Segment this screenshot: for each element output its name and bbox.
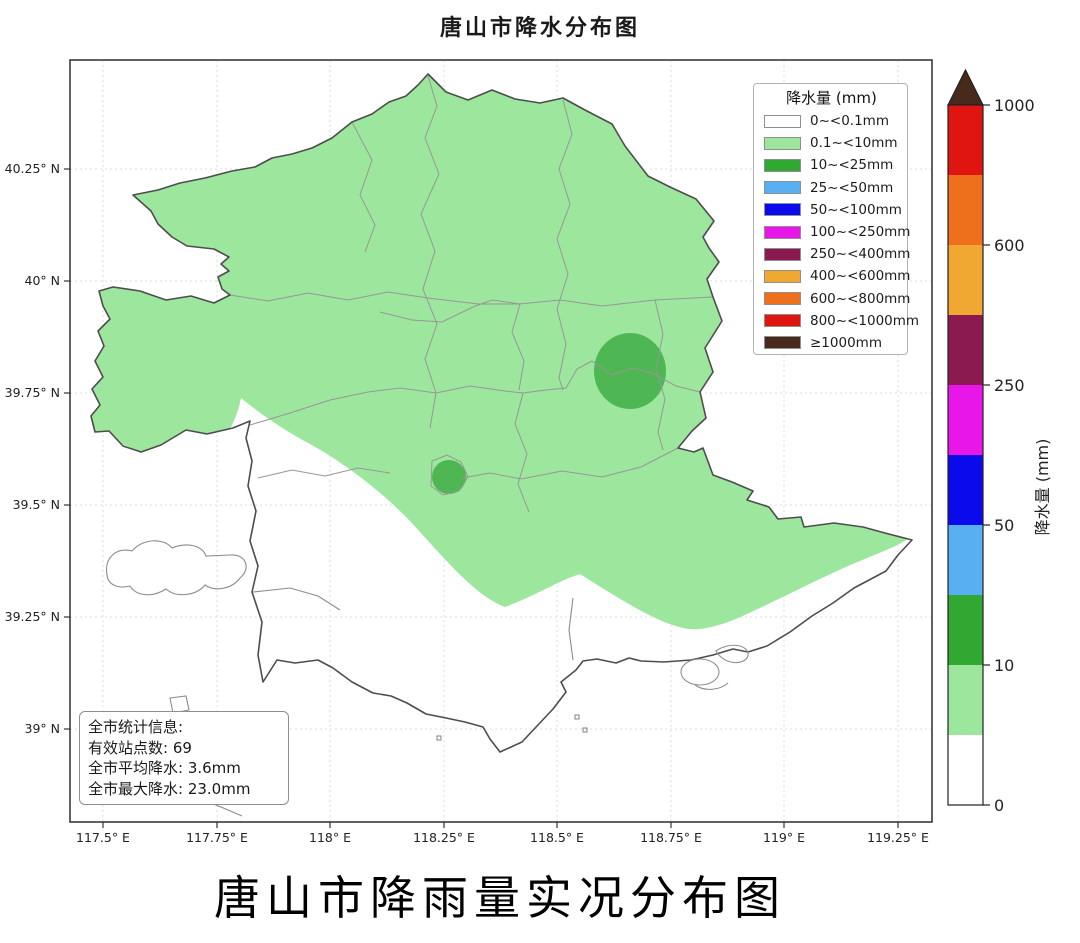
colorbar-tick-label: 50 — [994, 516, 1014, 535]
y-tick-label: 39° N — [25, 721, 60, 736]
y-tick-label: 39.25° N — [5, 609, 60, 624]
legend-label: 0.1~<10mm — [810, 135, 898, 152]
legend-swatch — [764, 314, 801, 328]
legend-item: ≥1000mm — [764, 332, 899, 354]
colorbar-frame — [947, 104, 984, 806]
colorbar-segment — [948, 455, 983, 525]
axis-tick-marks — [64, 168, 899, 828]
legend-item: 0.1~<10mm — [764, 132, 899, 154]
colorbar-segment — [948, 105, 983, 175]
colorbar-tick-label: 600 — [994, 236, 1025, 255]
colorbar-segment — [948, 525, 983, 595]
x-tick-label: 118.75° E — [640, 830, 702, 845]
colorbar-segment — [948, 175, 983, 245]
legend-label: 100~<250mm — [810, 224, 911, 241]
legend-item: 400~<600mm — [764, 265, 910, 287]
legend-label: 10~<25mm — [810, 157, 894, 174]
legend-swatch — [764, 292, 801, 306]
figure-title: 唐山市降水分布图 — [439, 16, 640, 41]
colorbar-tick-label: 1000 — [994, 96, 1035, 115]
city-boundary — [90, 73, 913, 753]
colorbar-segment — [948, 595, 983, 665]
colorbar-segment — [948, 385, 983, 455]
colorbar-tick-labels: 1000 600 250 50 10 0 — [994, 96, 1035, 815]
legend-box: 降水量 (mm) 0~<0.1mm 0.1~<10mm 10~<25mm 25~… — [753, 83, 919, 355]
legend-swatch — [764, 269, 801, 283]
x-tick-label: 118.25° E — [413, 830, 475, 845]
colorbar-segment — [948, 245, 983, 315]
precip-moderate-blob-small — [432, 460, 466, 494]
x-tick-label: 118° E — [309, 830, 351, 845]
colorbar-segment — [948, 735, 983, 805]
colorbar-segment — [948, 315, 983, 385]
x-tick-label: 117.75° E — [186, 830, 248, 845]
stats-line: 全市统计信息: — [88, 718, 184, 736]
y-tick-label: 40° N — [25, 273, 60, 288]
legend-item: 250~<400mm — [764, 243, 910, 265]
colorbar-tick-label: 250 — [994, 376, 1025, 395]
county-boundaries — [229, 75, 714, 513]
legend-swatch — [764, 136, 801, 150]
legend-item: 100~<250mm — [764, 221, 910, 243]
legend-label: ≥1000mm — [810, 334, 882, 351]
x-axis-labels: 117.5° E 117.75° E 118° E 118.25° E 118.… — [76, 830, 929, 845]
legend-label: 800~<1000mm — [810, 312, 920, 329]
colorbar-tick-label: 10 — [994, 656, 1014, 675]
legend-label: 400~<600mm — [810, 268, 911, 285]
stats-line: 全市平均降水: 3.6mm — [88, 759, 241, 777]
colorbar-tick-marks — [983, 104, 990, 806]
x-tick-label: 119° E — [763, 830, 805, 845]
plot-border — [69, 59, 933, 823]
x-tick-label: 118.5° E — [530, 830, 584, 845]
colorbar-segment — [948, 665, 983, 735]
y-tick-label: 40.25° N — [5, 161, 60, 176]
stats-line: 有效站点数: 69 — [88, 738, 192, 757]
legend-label: 0~<0.1mm — [810, 113, 889, 130]
legend-swatch — [764, 336, 801, 350]
x-tick-label: 117.5° E — [76, 830, 130, 845]
precip-moderate-blob-large — [594, 333, 666, 409]
legend-swatch — [764, 114, 801, 128]
legend-label: 600~<800mm — [810, 290, 911, 307]
legend-label: 250~<400mm — [810, 246, 911, 263]
legend-swatch — [764, 203, 801, 217]
legend-item: 50~<100mm — [764, 199, 902, 221]
legend-swatch — [764, 247, 801, 261]
legend-label: 25~<50mm — [810, 179, 894, 196]
legend-item: 25~<50mm — [764, 177, 899, 199]
figure-caption: 唐山市降雨量实况分布图 — [214, 871, 786, 925]
legend-item: 600~<800mm — [764, 288, 910, 310]
colorbar-tick-label: 0 — [994, 796, 1004, 815]
legend-item: 0~<0.1mm — [764, 110, 899, 132]
legend-label: 50~<100mm — [810, 201, 902, 218]
city-statistics-box: 全市统计信息: 有效站点数: 69 全市平均降水: 3.6mm 全市最大降水: … — [79, 711, 289, 805]
legend-item: 10~<25mm — [764, 154, 899, 176]
stats-line: 全市最大降水: 23.0mm — [88, 779, 251, 798]
y-tick-label: 39.75° N — [5, 385, 60, 400]
legend-swatch — [764, 225, 801, 239]
y-axis-labels: 40.25° N 40° N 39.75° N 39.5° N 39.25° N… — [5, 161, 60, 736]
y-tick-label: 39.5° N — [13, 497, 60, 512]
colorbar: 1000 600 250 50 10 0 降水量 (mm) — [947, 68, 1052, 815]
x-tick-label: 119.25° E — [867, 830, 929, 845]
legend-title: 降水量 (mm) — [786, 89, 877, 107]
colorbar-over-arrow — [947, 68, 984, 106]
legend-swatch — [764, 181, 801, 195]
legend-item: 800~<1000mm — [764, 310, 919, 332]
colorbar-axis-label: 降水量 (mm) — [1033, 439, 1052, 536]
legend-swatch — [764, 158, 801, 172]
